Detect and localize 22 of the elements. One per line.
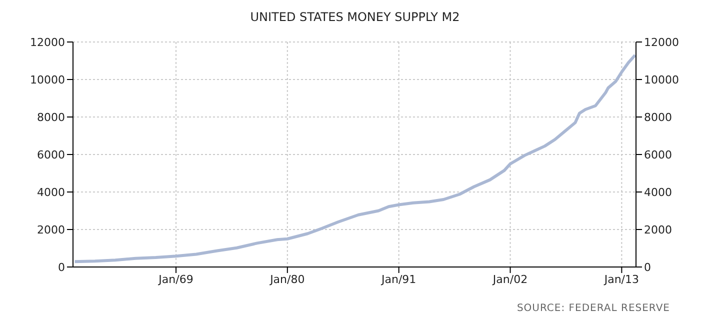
y2-tick-label: 0 <box>644 260 651 274</box>
y-tick-label: 8000 <box>37 110 65 124</box>
y2-tick-label: 6000 <box>644 148 672 162</box>
y2-tick-label: 2000 <box>644 223 672 236</box>
y2-tick-label: 12000 <box>644 36 679 49</box>
x-tick-label: Jan/69 <box>158 272 194 286</box>
y2-tick-label: 8000 <box>644 110 672 124</box>
x-tick-label: Jan/02 <box>492 272 528 286</box>
x-tick-label: Jan/13 <box>603 272 640 286</box>
y-tick-label: 6000 <box>37 148 65 162</box>
y2-tick-label: 4000 <box>644 186 672 199</box>
y-tick-label: 0 <box>58 260 65 274</box>
source-note: SOURCE: FEDERAL RESERVE <box>516 303 670 314</box>
y-tick-label: 2000 <box>37 223 65 236</box>
x-tick-label: Jan/91 <box>380 272 416 286</box>
chart-title: UNITED STATES MONEY SUPPLY M2 <box>249 10 461 24</box>
y-tick-label: 12000 <box>30 36 65 49</box>
line-series <box>73 54 636 264</box>
y-tick-label: 4000 <box>37 186 65 199</box>
x-tick-label: Jan/80 <box>269 272 305 286</box>
y-tick-label: 10000 <box>30 73 65 86</box>
y2-tick-label: 10000 <box>644 73 679 86</box>
